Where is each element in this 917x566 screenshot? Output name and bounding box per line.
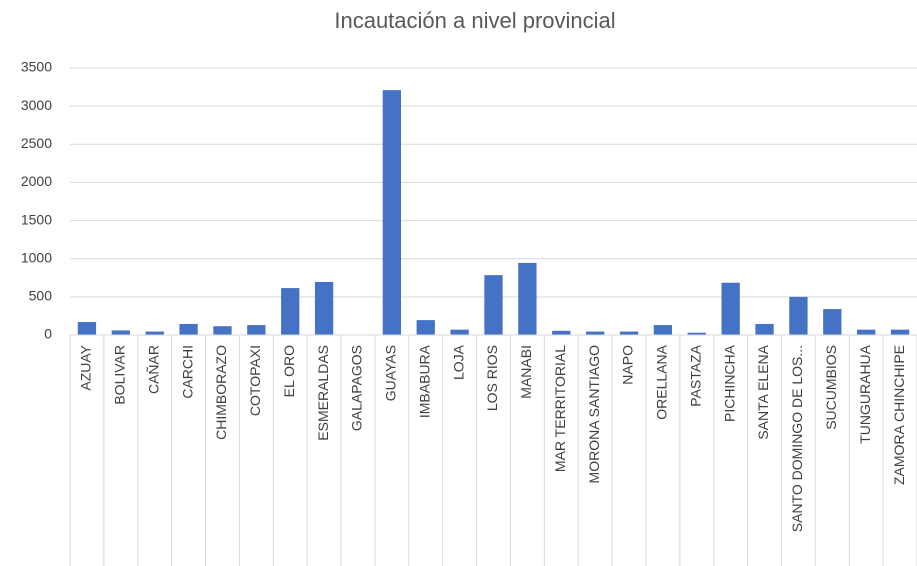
bar (619, 331, 639, 335)
x-tick-label: PICHINCHA (721, 344, 737, 422)
y-tick-label: 500 (29, 288, 53, 304)
y-tick-label: 1000 (21, 249, 52, 265)
x-tick-label: CAÑAR (145, 345, 161, 394)
bar (450, 329, 469, 335)
x-tick-label: EL ORO (281, 345, 297, 397)
bar (823, 309, 842, 335)
bar (416, 320, 435, 335)
bar (552, 330, 571, 335)
x-tick-label: SANTO DOMINGO DE LOS... (789, 345, 805, 532)
bar (179, 323, 198, 335)
bar (687, 332, 706, 335)
bar (247, 325, 266, 335)
x-tick-label: COTOPAXI (247, 345, 263, 416)
bar (518, 262, 537, 335)
x-tick-label: ORELLANA (654, 344, 670, 419)
bar (77, 322, 97, 335)
x-tick-label: LOS RIOS (484, 345, 500, 411)
x-tick-label: GUAYAS (383, 345, 399, 401)
bar (213, 326, 232, 335)
bar (857, 329, 876, 335)
x-tick-label: CARCHI (179, 345, 195, 399)
x-tick-label: CHIMBORAZO (213, 345, 229, 440)
y-tick-label: 1500 (21, 211, 52, 227)
bar (755, 323, 774, 335)
x-tick-label: NAPO (620, 345, 636, 385)
y-tick-label: 2500 (21, 135, 52, 151)
x-tick-label: AZUAY (78, 344, 94, 390)
y-tick-label: 3500 (21, 59, 52, 75)
bar (653, 325, 673, 335)
x-tick-label: MAR TERRITORIAL (552, 345, 568, 472)
bar (314, 281, 334, 335)
x-tick-label: PASTAZA (687, 344, 703, 406)
x-tick-label: TUNGURAHUA (857, 344, 873, 443)
bar (484, 275, 503, 335)
bar (281, 288, 300, 335)
bar (145, 331, 164, 335)
bar (721, 282, 740, 335)
y-tick-label: 3000 (21, 97, 52, 113)
bar (111, 330, 130, 335)
x-tick-label: SUCUMBIOS (823, 345, 839, 430)
x-tick-label: LOJA (450, 344, 466, 380)
bar (585, 331, 605, 335)
x-tick-label: IMBABURA (416, 344, 432, 418)
x-tick-label: ESMERALDAS (315, 345, 331, 441)
bar (890, 329, 910, 335)
x-tick-label: ZAMORA CHINCHIPE (891, 345, 907, 485)
y-tick-label: 2000 (21, 173, 52, 189)
y-tick-label: 0 (44, 326, 52, 342)
bar (789, 296, 808, 335)
chart-title: Incautación a nivel provincial (334, 8, 615, 33)
x-tick-label: BOLIVAR (112, 345, 128, 405)
x-tick-label: MORONA SANTIAGO (586, 345, 602, 484)
x-tick-label: MANABI (518, 345, 534, 399)
x-tick-label: GALAPAGOS (349, 345, 365, 431)
bar (382, 90, 402, 335)
x-tick-label: SANTA ELENA (755, 344, 771, 439)
